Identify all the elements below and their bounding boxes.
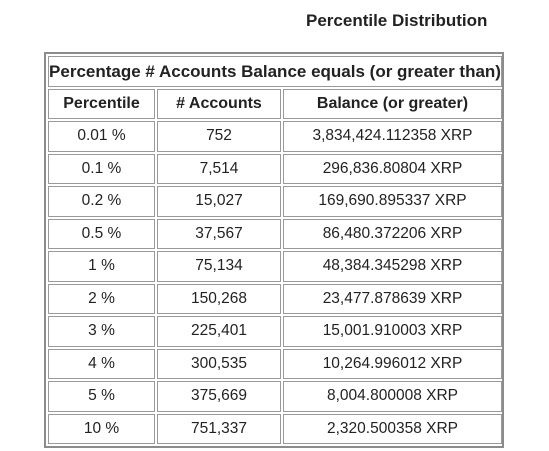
cell-percentile: 0.2 % [48,186,155,217]
cell-percentile: 4 % [48,348,155,379]
cell-percentile: 5 % [48,381,155,412]
cell-balance: 15,001.910003 XRP [283,316,502,347]
cell-accounts: 150,268 [157,283,281,314]
column-header-accounts: # Accounts [157,89,281,119]
cell-percentile: 1 % [48,251,155,282]
page-title: Percentile Distribution [306,11,488,30]
cell-balance: 8,004.800008 XRP [283,381,502,412]
table-row: 0.1 % 7,514 296,836.80804 XRP [48,153,502,184]
cell-accounts: 225,401 [157,316,281,347]
percentile-table: Percentage # Accounts Balance equals (or… [44,52,504,448]
cell-balance: 23,477.878639 XRP [283,283,502,314]
cell-accounts: 7,514 [157,153,281,184]
cell-accounts: 75,134 [157,251,281,282]
table-row: 0.2 % 15,027 169,690.895337 XRP [48,186,502,217]
cell-accounts: 37,567 [157,218,281,249]
cell-accounts: 375,669 [157,381,281,412]
table-row: 0.5 % 37,567 86,480.372206 XRP [48,218,502,249]
cell-balance: 48,384.345298 XRP [283,251,502,282]
table-row: 4 % 300,535 10,264.996012 XRP [48,348,502,379]
cell-balance: 169,690.895337 XRP [283,186,502,217]
cell-accounts: 752 [157,121,281,152]
cell-accounts: 751,337 [157,413,281,444]
table-row: 3 % 225,401 15,001.910003 XRP [48,316,502,347]
cell-accounts: 300,535 [157,348,281,379]
cell-percentile: 2 % [48,283,155,314]
table-row: 0.01 % 752 3,834,424.112358 XRP [48,121,502,152]
distribution-table: Percentage # Accounts Balance equals (or… [46,54,504,446]
cell-accounts: 15,027 [157,186,281,217]
cell-balance: 2,320.500358 XRP [283,413,502,444]
cell-percentile: 3 % [48,316,155,347]
table-caption: Percentage # Accounts Balance equals (or… [48,56,502,87]
cell-balance: 296,836.80804 XRP [283,153,502,184]
table-row: 1 % 75,134 48,384.345298 XRP [48,251,502,282]
cell-balance: 10,264.996012 XRP [283,348,502,379]
table-row: 10 % 751,337 2,320.500358 XRP [48,413,502,444]
cell-percentile: 0.5 % [48,218,155,249]
table-caption-row: Percentage # Accounts Balance equals (or… [48,56,502,87]
cell-balance: 3,834,424.112358 XRP [283,121,502,152]
cell-percentile: 0.01 % [48,121,155,152]
cell-percentile: 10 % [48,413,155,444]
cell-percentile: 0.1 % [48,153,155,184]
column-header-balance: Balance (or greater) [283,89,502,119]
column-header-percentile: Percentile [48,89,155,119]
table-row: 5 % 375,669 8,004.800008 XRP [48,381,502,412]
table-header-row: Percentile # Accounts Balance (or greate… [48,89,502,119]
cell-balance: 86,480.372206 XRP [283,218,502,249]
table-row: 2 % 150,268 23,477.878639 XRP [48,283,502,314]
